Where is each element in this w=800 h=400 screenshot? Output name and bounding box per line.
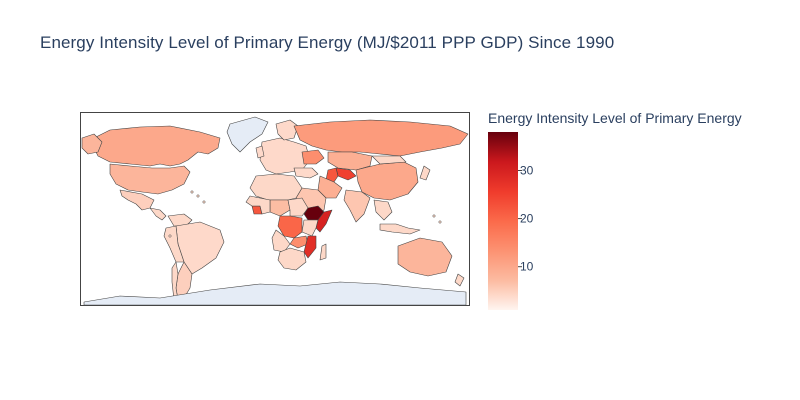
region-united-states[interactable] xyxy=(109,163,191,195)
region-canada[interactable] xyxy=(89,125,221,167)
region-greenland[interactable] xyxy=(226,116,269,153)
region-antarctica[interactable] xyxy=(83,281,467,306)
region-russia[interactable] xyxy=(293,119,469,157)
region-australia[interactable] xyxy=(397,237,453,277)
region-turkmenistan[interactable] xyxy=(325,167,339,183)
region-mexico[interactable] xyxy=(119,189,155,211)
region-europe[interactable] xyxy=(255,145,265,159)
region-india[interactable] xyxy=(343,189,371,223)
region-zambia[interactable] xyxy=(289,235,309,249)
region-mozambique[interactable] xyxy=(303,235,317,259)
world-map[interactable] xyxy=(80,112,470,307)
island-marker xyxy=(202,200,206,204)
colorbar-gradient xyxy=(488,132,518,310)
region-venezuela[interactable] xyxy=(167,213,193,227)
region-kenya[interactable] xyxy=(301,219,319,237)
region-west-africa[interactable] xyxy=(245,195,271,215)
region-new-zealand[interactable] xyxy=(454,273,465,287)
region-dr-congo[interactable] xyxy=(277,215,303,239)
island-marker xyxy=(168,234,172,238)
region-madagascar[interactable] xyxy=(319,243,327,261)
colorbar-tick-label: 20 xyxy=(520,212,534,226)
chart-title: Energy Intensity Level of Primary Energy… xyxy=(40,33,615,52)
land-layer xyxy=(81,116,469,306)
island-marker xyxy=(196,194,200,198)
region-europe[interactable] xyxy=(275,119,299,141)
region-central-america[interactable] xyxy=(149,207,167,221)
region-mongolia[interactable] xyxy=(371,155,407,165)
region-south-africa[interactable] xyxy=(277,247,307,271)
colorbar: 10 20 30 xyxy=(488,132,534,310)
island-marker xyxy=(432,214,436,218)
region-north-africa[interactable] xyxy=(249,173,303,201)
colorbar-tick-label: 30 xyxy=(520,163,534,177)
region-indonesia[interactable] xyxy=(379,223,421,235)
island-marker xyxy=(190,190,194,194)
legend-title: Energy Intensity Level of Primary Energy xyxy=(488,110,742,126)
region-ukraine[interactable] xyxy=(301,149,325,165)
region-southeast-asia[interactable] xyxy=(373,199,393,221)
island-marker xyxy=(438,220,442,224)
region-japan[interactable] xyxy=(419,165,431,181)
region-sudan[interactable] xyxy=(287,197,309,217)
region-europe[interactable] xyxy=(293,167,319,179)
colorbar-tick-label: 10 xyxy=(520,260,534,274)
region-united-states[interactable] xyxy=(81,133,103,155)
